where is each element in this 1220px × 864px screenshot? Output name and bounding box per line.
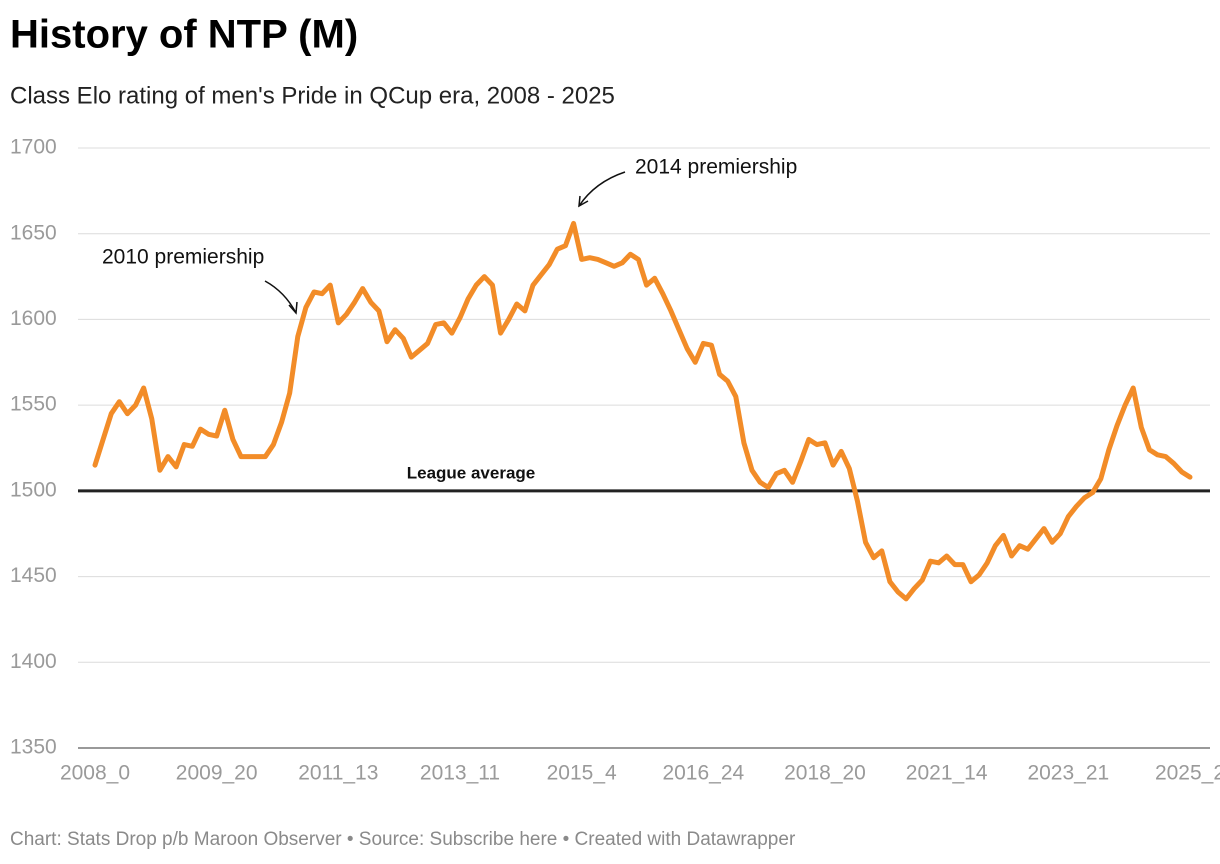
y-tick-label: 1650 <box>10 221 57 244</box>
y-tick-label: 1400 <box>10 650 57 673</box>
x-tick-label: 2011_13 <box>298 762 378 785</box>
y-tick-label: 1450 <box>10 564 57 587</box>
annotation-arrow <box>578 171 626 207</box>
annotation-arrow <box>264 280 297 314</box>
x-tick-label: 2023_21 <box>1027 762 1109 785</box>
x-tick-label: 2009_20 <box>176 762 258 785</box>
chart-subtitle: Class Elo rating of men's Pride in QCup … <box>10 82 615 109</box>
x-tick-label: 2015_4 <box>547 762 617 785</box>
data-line <box>92 220 1193 602</box>
x-tick-label: 2025_2 <box>1155 762 1220 785</box>
chart-title: History of NTP (M) <box>10 13 358 57</box>
annotation: 2010 premiership <box>102 246 264 269</box>
y-tick-label: 1550 <box>10 393 57 416</box>
y-tick-label: 1600 <box>10 307 57 330</box>
annotation-arrowhead <box>288 301 298 315</box>
footer: Chart: Stats Drop p/b Maroon Observer • … <box>10 829 796 850</box>
annotation: 2014 premiership <box>635 156 797 179</box>
y-tick-label: 1350 <box>10 736 57 759</box>
x-tick-label: 2013_11 <box>420 762 500 785</box>
reference-label: League average <box>407 463 536 482</box>
x-tick-label: 2016_24 <box>662 762 744 785</box>
x-tick-label: 2008_0 <box>60 762 130 785</box>
x-tick-label: 2018_20 <box>784 762 866 785</box>
annotation-arrowhead <box>578 195 589 208</box>
y-tick-label: 1500 <box>10 478 57 501</box>
y-tick-label: 1700 <box>10 136 57 159</box>
x-tick-label: 2021_14 <box>906 762 988 785</box>
